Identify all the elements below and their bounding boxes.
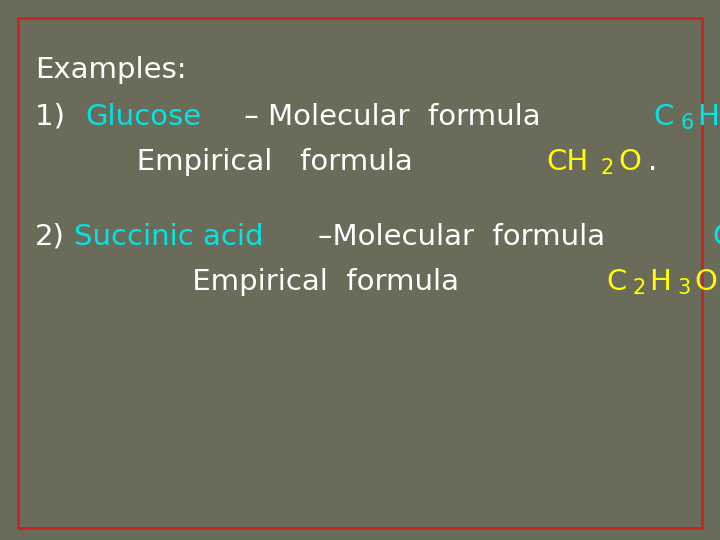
Text: Succinic acid: Succinic acid xyxy=(73,223,263,251)
Text: Empirical  formula: Empirical formula xyxy=(35,268,477,296)
Text: C: C xyxy=(606,268,626,296)
Text: 3: 3 xyxy=(678,278,690,298)
Text: 2: 2 xyxy=(632,278,646,298)
Text: – Molecular  formula: – Molecular formula xyxy=(235,103,559,131)
Text: 2: 2 xyxy=(600,158,614,178)
Text: O: O xyxy=(695,268,718,296)
Text: O: O xyxy=(618,148,641,176)
Text: H: H xyxy=(697,103,719,131)
Text: .: . xyxy=(647,148,657,176)
Text: C: C xyxy=(654,103,674,131)
Text: Glucose: Glucose xyxy=(86,103,202,131)
Text: C: C xyxy=(712,223,720,251)
Text: Empirical   formula: Empirical formula xyxy=(35,148,431,176)
Text: 6: 6 xyxy=(680,113,693,133)
FancyBboxPatch shape xyxy=(18,18,702,528)
Text: CH: CH xyxy=(546,148,588,176)
Text: 1): 1) xyxy=(35,103,74,131)
Text: Examples:: Examples: xyxy=(35,56,186,84)
Text: H: H xyxy=(649,268,671,296)
Text: 2): 2) xyxy=(35,223,65,251)
Text: –Molecular  formula: –Molecular formula xyxy=(318,223,624,251)
